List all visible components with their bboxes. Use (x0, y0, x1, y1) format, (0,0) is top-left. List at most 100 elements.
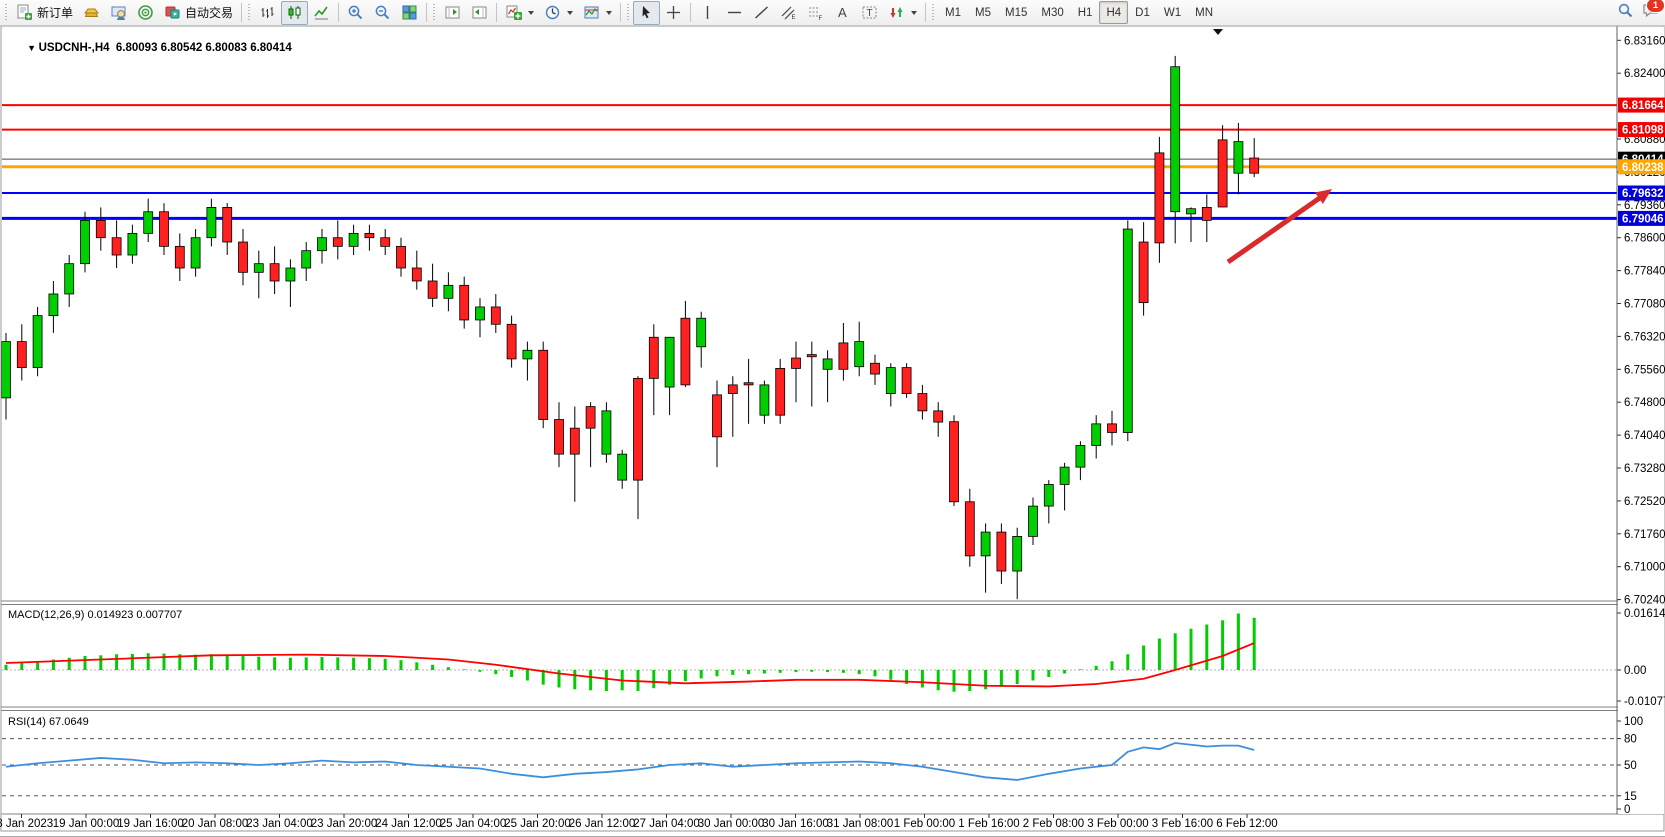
chart-symbol-title: ▼ USDCNH-,H4 6.80093 6.80542 6.80083 6.8… (27, 42, 292, 54)
cursor-button[interactable] (633, 0, 661, 25)
zoom-in-button[interactable] (342, 1, 369, 25)
candlestick-chart-button[interactable] (281, 0, 309, 25)
candle-body (617, 453, 628, 481)
ingot-button[interactable] (78, 1, 105, 25)
timeframe-button-H1[interactable]: H1 (1077, 6, 1093, 19)
time-axis-label: 25 Jan 04:00 (440, 818, 507, 830)
collapse-triangle-icon[interactable]: ▼ (27, 43, 39, 53)
candle-body (1201, 207, 1212, 221)
price-axis-tick-label: 6.82400 (1624, 68, 1665, 80)
candle-body (1154, 152, 1165, 244)
toolbar-grip (931, 3, 937, 22)
candle-body (238, 241, 248, 273)
dropdown-caret-icon[interactable] (911, 10, 918, 15)
timeframe-button-MN[interactable]: MN (1195, 6, 1213, 19)
price-badge-label: 6.81098 (1622, 125, 1664, 137)
price-axis-tick-label: 6.78600 (1624, 233, 1665, 245)
toolbar-grip (626, 3, 632, 22)
template-button[interactable] (578, 1, 617, 25)
bar-chart-button[interactable] (254, 1, 281, 25)
vertical-line-icon (699, 4, 716, 21)
rsi-indicator-label: RSI(14) 67.0649 (8, 716, 89, 728)
candle-body (348, 232, 359, 247)
signal-button[interactable] (132, 1, 159, 25)
dropdown-caret-icon[interactable] (528, 10, 535, 15)
crosshair-button[interactable] (660, 1, 687, 25)
dropdown-caret-icon[interactable] (567, 10, 574, 15)
new-order-button[interactable]: 新订单 (11, 1, 78, 25)
candle-body (996, 531, 1007, 572)
candle-body (964, 501, 975, 557)
candle-body (1186, 208, 1196, 215)
timeframe-button-M1[interactable]: M1 (945, 6, 962, 19)
profile-button[interactable] (105, 1, 132, 25)
timeframe-button-M30[interactable]: M30 (1041, 6, 1064, 19)
chart-ohlc-values: 6.80093 6.80542 6.80083 6.80414 (115, 42, 292, 54)
candle-body (917, 393, 928, 412)
candle-body (854, 341, 865, 368)
price-badge-label: 6.79632 (1622, 188, 1664, 200)
chat-icon[interactable]: 1 (1642, 0, 1665, 24)
candle-body (1138, 241, 1149, 304)
chart-canvas[interactable]: 6.831606.824006.808806.801206.793606.786… (0, 25, 1665, 836)
candle-body (16, 341, 27, 368)
candle-body (870, 362, 880, 375)
crosshair-icon (665, 4, 682, 21)
rsi-axis-label: 0 (1624, 804, 1630, 816)
dropdown-caret-icon[interactable] (606, 10, 613, 15)
candle-body (32, 315, 43, 368)
timeframe-button-H4[interactable]: H4 (1099, 1, 1129, 24)
candle-body (601, 410, 612, 455)
timeframe-button-D1[interactable]: D1 (1135, 6, 1150, 19)
text-button[interactable]: A (829, 1, 856, 25)
time-axis-label: 30 Jan 16:00 (762, 818, 829, 830)
auto-trading-button[interactable]: 自动交易 (159, 1, 238, 25)
add-indicator-button[interactable] (500, 1, 539, 25)
period-clock-icon (544, 4, 561, 21)
candle-body (696, 317, 707, 348)
svg-text:F: F (819, 16, 823, 21)
candle-body (1217, 139, 1228, 208)
time-axis-label: 23 Jan 04:00 (246, 818, 313, 830)
candle-body (1028, 505, 1038, 537)
equidistant-channel-button[interactable]: E (775, 1, 802, 25)
signal-icon (137, 4, 154, 21)
horizontal-line-button[interactable] (721, 1, 748, 25)
search-icon[interactable] (1617, 2, 1634, 24)
arrows-icon (888, 4, 905, 21)
bar-chart-icon (259, 4, 276, 21)
profile-icon (110, 4, 127, 21)
timeframe-button-M5[interactable]: M5 (975, 6, 991, 19)
chart-background (1, 26, 1664, 831)
candle-body (301, 250, 312, 269)
price-axis-tick-label: 6.73280 (1624, 463, 1665, 475)
time-axis-label: 19 Jan 00:00 (53, 818, 120, 830)
candle-body (364, 232, 375, 239)
timeframe-button-W1[interactable]: W1 (1163, 6, 1182, 19)
chart-scroll-marker-icon[interactable] (1213, 29, 1223, 35)
zoom-out-button[interactable] (369, 1, 396, 25)
trend-arrow-head (1314, 189, 1332, 204)
text-label-button[interactable]: T (856, 1, 883, 25)
trend-arrow-annotation[interactable] (1226, 192, 1326, 265)
candle-body (506, 323, 517, 360)
new-order-icon (16, 4, 33, 21)
candle-body (80, 219, 90, 265)
timeframe-button-M15[interactable]: M15 (1005, 6, 1028, 19)
fibonacci-button[interactable]: F (802, 1, 829, 25)
line-chart-button[interactable] (308, 1, 335, 25)
period-clock-button[interactable] (539, 1, 578, 25)
macd-signal-line (5, 642, 1255, 688)
candle-body (443, 284, 454, 299)
chart-window[interactable]: 6.831606.824006.808806.801206.793606.786… (0, 25, 1665, 836)
candle-body (633, 377, 643, 481)
auto-scroll-button[interactable] (466, 1, 493, 25)
candle-body (1233, 141, 1244, 174)
price-axis-tick-label: 6.76320 (1624, 331, 1665, 343)
arrows-button[interactable] (883, 1, 922, 25)
toolbar-separator (426, 3, 428, 22)
vertical-line-button[interactable] (694, 1, 721, 25)
tile-windows-button[interactable] (396, 1, 423, 25)
chart-shift-button[interactable] (439, 1, 466, 25)
trendline-button[interactable] (748, 1, 775, 25)
